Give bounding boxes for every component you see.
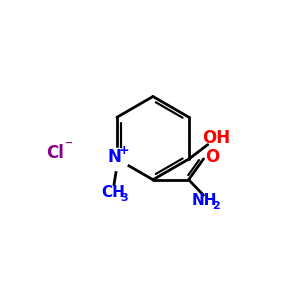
Text: CH: CH bbox=[101, 185, 125, 200]
Text: N: N bbox=[108, 148, 122, 166]
Text: OH: OH bbox=[202, 129, 230, 147]
Text: O: O bbox=[205, 148, 219, 166]
Text: ⁻: ⁻ bbox=[64, 139, 73, 154]
Text: 2: 2 bbox=[212, 202, 220, 212]
Text: NH: NH bbox=[192, 193, 217, 208]
Text: 3: 3 bbox=[120, 194, 128, 203]
Text: +: + bbox=[119, 143, 130, 157]
Text: Cl: Cl bbox=[46, 144, 64, 162]
